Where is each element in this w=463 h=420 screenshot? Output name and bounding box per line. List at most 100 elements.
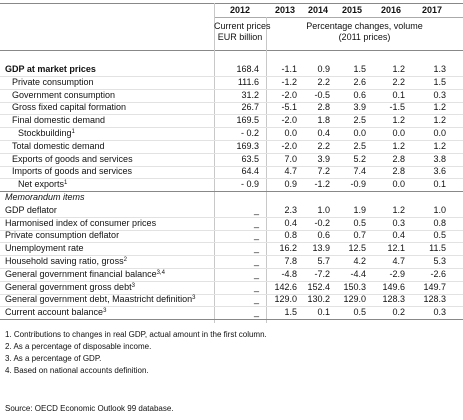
cell: _	[253, 294, 259, 305]
cell: 0.6	[353, 89, 366, 100]
cell: 0.3	[433, 307, 446, 318]
year-header: 2015	[341, 5, 363, 15]
cell: 128.3	[382, 294, 405, 305]
cell: 0.3	[433, 89, 446, 100]
cell: 4.2	[353, 256, 366, 266]
rule	[0, 3, 463, 4]
row-label: Unemployment rate	[5, 243, 84, 254]
cell: 0.6	[317, 230, 330, 241]
footnote-ref: 3	[131, 282, 135, 289]
cell: 1.3	[433, 64, 446, 74]
cell: 5.3	[433, 256, 446, 266]
row-rule	[0, 242, 463, 244]
cell: 1.2	[433, 115, 446, 126]
source: Source: OECD Economic Outlook 99 databas…	[5, 404, 174, 413]
cell: - 0.2	[240, 128, 259, 138]
cell: 1.2	[433, 102, 446, 113]
year-header: 2013	[274, 5, 296, 15]
footnote-ref: 1	[71, 129, 75, 135]
row-rule	[0, 293, 463, 295]
cell: -5.1	[281, 102, 297, 113]
cell: _	[253, 256, 259, 266]
cell: 16.2	[279, 243, 297, 254]
footnote-ref: 2	[123, 257, 127, 263]
cell: _	[253, 230, 259, 241]
cell: -0.2	[314, 217, 330, 228]
cell: 142.6	[274, 281, 297, 292]
cell: 0.9	[284, 179, 297, 190]
cell: 129.0	[343, 294, 366, 305]
cell: 4.7	[392, 256, 405, 266]
cell: 0.0	[284, 128, 297, 138]
cell: -1.2	[281, 76, 297, 87]
row-rule	[0, 88, 463, 90]
row-rule	[0, 152, 463, 154]
cell: -1.2	[314, 179, 330, 190]
cell: 1.2	[433, 140, 446, 151]
cell: 1.0	[433, 204, 446, 215]
cell: 0.9	[317, 64, 330, 74]
cell: 1.9	[353, 204, 366, 215]
cell: 168.4	[236, 64, 259, 74]
row-rule	[0, 216, 463, 218]
cell: -0.9	[350, 179, 366, 190]
section-title: Memorandum items	[5, 192, 85, 202]
cell: 31.2	[241, 89, 259, 100]
row-rule	[0, 255, 463, 257]
cell: 0.4	[317, 128, 330, 138]
row-rule	[0, 178, 463, 180]
cell: _	[253, 268, 259, 279]
cell: 128.3	[423, 294, 446, 305]
cell: 152.4	[307, 281, 330, 292]
cell: 7.4	[353, 166, 366, 177]
cell: 13.9	[312, 243, 330, 254]
cell: 3.8	[433, 153, 446, 164]
cell: 5.2	[353, 153, 366, 164]
footnote: 3. As a percentage of GDP.	[5, 354, 102, 363]
cell: 0.0	[433, 128, 446, 138]
row-rule	[0, 280, 463, 282]
cell: -4.4	[350, 268, 366, 279]
row-label: Government consumption	[12, 89, 116, 100]
cell: _	[253, 307, 259, 318]
cell: 149.6	[382, 281, 405, 292]
cell: 0.0	[353, 128, 366, 138]
cell: 12.1	[387, 243, 405, 254]
cell: 0.8	[284, 230, 297, 241]
row-rule	[0, 76, 463, 77]
row-label: Current account balance3	[5, 307, 107, 318]
cell: 129.0	[274, 294, 297, 305]
footnote-ref: 3	[103, 308, 107, 315]
cell: -2.9	[389, 268, 405, 279]
row-label: General government gross debt3	[5, 281, 135, 292]
cell: 130.2	[307, 294, 330, 305]
cell: 2.5	[353, 140, 366, 151]
row-label: Final domestic demand	[12, 115, 106, 126]
row-label: Imports of goods and services	[12, 166, 133, 177]
cell: 2.6	[353, 76, 366, 87]
row-label: Stockbuilding1	[18, 128, 75, 138]
row-rule	[0, 101, 463, 103]
cell: 2.2	[317, 140, 330, 151]
cell: 169.3	[236, 140, 259, 151]
cell: - 0.9	[240, 179, 259, 190]
cell: 1.2	[392, 204, 405, 215]
cell: -0.5	[314, 89, 330, 100]
unit-label: Percentage changes, volume	[306, 21, 423, 31]
row-label: Net exports1	[18, 179, 68, 190]
cell: 4.7	[284, 166, 297, 177]
rule	[0, 319, 463, 320]
cell: 1.8	[317, 115, 330, 126]
cell: _	[253, 217, 259, 228]
cell: _	[253, 243, 259, 254]
cell: 2.5	[353, 115, 366, 126]
cell: 0.5	[353, 217, 366, 228]
cell: 0.1	[392, 89, 405, 100]
cell: 1.5	[284, 307, 297, 318]
cell: 149.7	[423, 281, 446, 292]
row-rule	[0, 127, 463, 129]
cell: -2.6	[430, 268, 446, 279]
cell: 26.7	[241, 102, 259, 113]
cell: 0.8	[433, 217, 446, 228]
